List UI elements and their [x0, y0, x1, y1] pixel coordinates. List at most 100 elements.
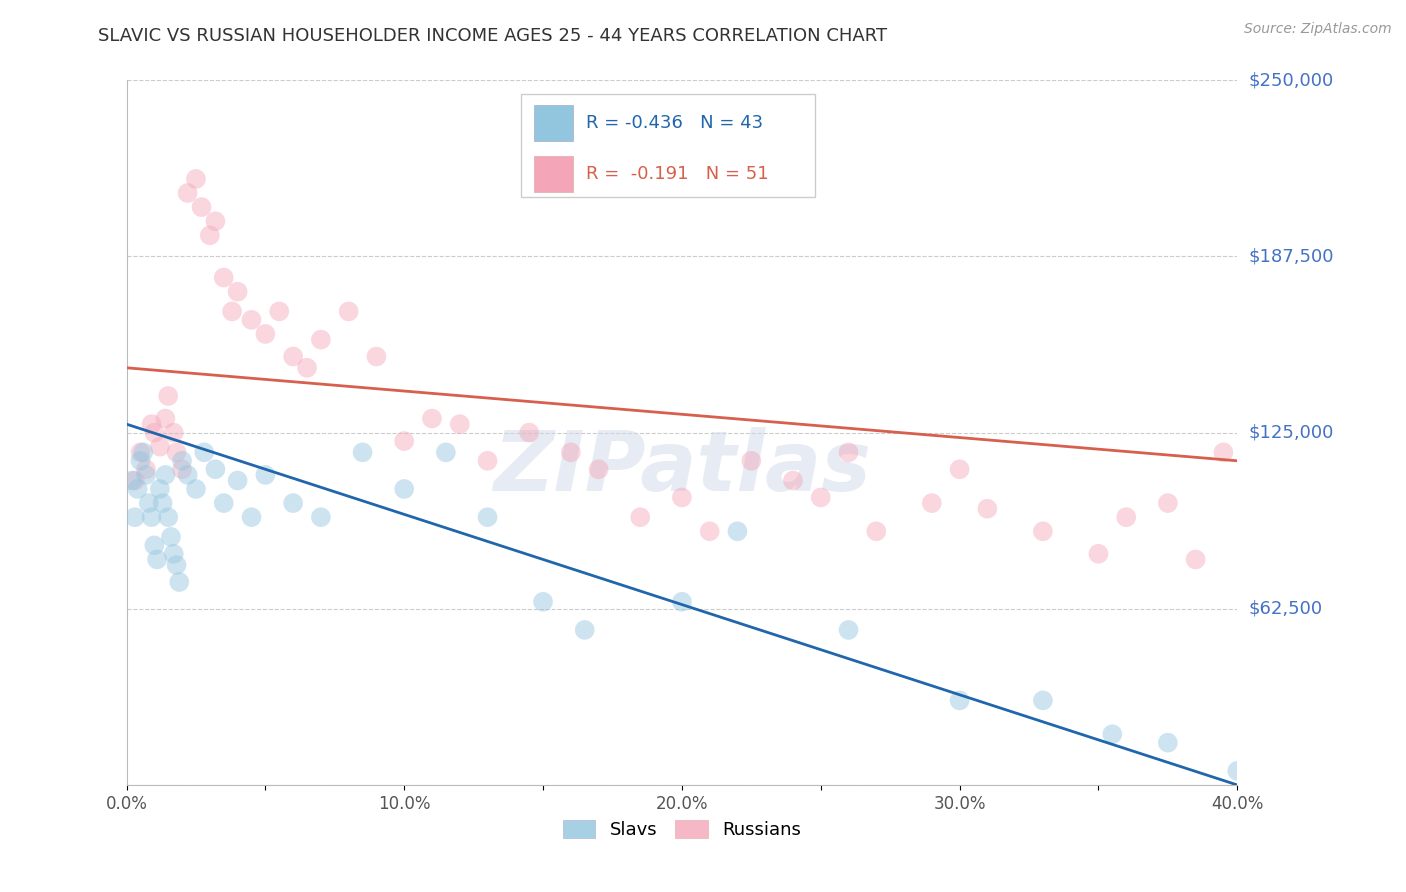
Point [157, 510, 180, 524]
Text: $125,000: $125,000 [1249, 424, 1334, 442]
Point [628, 510, 651, 524]
Point [574, 623, 596, 637]
Point [449, 417, 471, 432]
Point [143, 538, 166, 552]
Point [169, 574, 191, 589]
Point [1212, 445, 1234, 459]
Point [477, 510, 499, 524]
Point [949, 693, 972, 707]
Point [337, 304, 360, 318]
Legend: Slavs, Russians: Slavs, Russians [555, 813, 808, 847]
Point [149, 482, 172, 496]
Text: Source: ZipAtlas.com: Source: ZipAtlas.com [1244, 22, 1392, 37]
Point [1157, 496, 1180, 510]
Point [141, 417, 163, 432]
Point [152, 496, 174, 510]
Point [226, 285, 249, 299]
Point [141, 510, 163, 524]
Point [727, 524, 749, 539]
Point [394, 434, 416, 448]
Point [394, 482, 416, 496]
Point [295, 360, 318, 375]
FancyBboxPatch shape [534, 105, 574, 141]
Point [352, 445, 374, 459]
Point [949, 462, 972, 476]
Point [782, 474, 804, 488]
Point [149, 440, 172, 454]
Point [1087, 547, 1109, 561]
Point [129, 445, 152, 459]
Point [921, 496, 943, 510]
Point [740, 454, 762, 468]
Point [198, 228, 221, 243]
Point [309, 333, 332, 347]
Point [221, 304, 243, 318]
Point [166, 445, 188, 459]
Point [155, 411, 177, 425]
Point [124, 474, 146, 488]
Point [155, 467, 177, 482]
Text: $187,500: $187,500 [1249, 247, 1334, 266]
Point [810, 491, 832, 505]
Text: SLAVIC VS RUSSIAN HOUSEHOLDER INCOME AGES 25 - 44 YEARS CORRELATION CHART: SLAVIC VS RUSSIAN HOUSEHOLDER INCOME AGE… [98, 27, 887, 45]
Point [671, 595, 693, 609]
Text: ZIPatlas: ZIPatlas [494, 427, 870, 508]
FancyBboxPatch shape [520, 95, 815, 196]
Point [121, 474, 143, 488]
FancyBboxPatch shape [534, 156, 574, 192]
Point [269, 304, 291, 318]
Point [172, 454, 194, 468]
Point [129, 454, 152, 468]
Point [517, 425, 540, 440]
Point [226, 474, 249, 488]
Point [163, 425, 186, 440]
Point [204, 214, 226, 228]
Point [138, 496, 160, 510]
Point [1032, 693, 1054, 707]
Text: R = -0.436   N = 43: R = -0.436 N = 43 [586, 114, 763, 132]
Point [281, 496, 305, 510]
Point [124, 510, 146, 524]
Point [1101, 727, 1123, 741]
Point [166, 558, 188, 573]
Point [212, 496, 235, 510]
Point [254, 467, 277, 482]
Point [127, 482, 149, 496]
Point [588, 462, 610, 476]
Point [172, 462, 194, 476]
Point [1157, 736, 1180, 750]
Point [190, 200, 212, 214]
Point [160, 530, 183, 544]
Text: R =  -0.191   N = 51: R = -0.191 N = 51 [586, 165, 769, 183]
Point [366, 350, 388, 364]
Point [531, 595, 554, 609]
Point [135, 462, 157, 476]
Point [176, 186, 198, 200]
Point [143, 425, 166, 440]
Point [1115, 510, 1137, 524]
Point [434, 445, 457, 459]
Text: $62,500: $62,500 [1249, 599, 1323, 618]
Point [1032, 524, 1054, 539]
Point [146, 552, 169, 566]
Point [699, 524, 721, 539]
Point [254, 326, 277, 341]
Point [163, 547, 186, 561]
Point [420, 411, 443, 425]
Point [204, 462, 226, 476]
Point [176, 467, 198, 482]
Point [240, 510, 263, 524]
Point [976, 501, 998, 516]
Point [240, 313, 263, 327]
Point [135, 467, 157, 482]
Point [281, 350, 305, 364]
Point [865, 524, 887, 539]
Point [838, 623, 860, 637]
Point [157, 389, 180, 403]
Point [193, 445, 215, 459]
Point [132, 445, 155, 459]
Point [309, 510, 332, 524]
Point [1226, 764, 1249, 778]
Point [1184, 552, 1206, 566]
Point [184, 482, 207, 496]
